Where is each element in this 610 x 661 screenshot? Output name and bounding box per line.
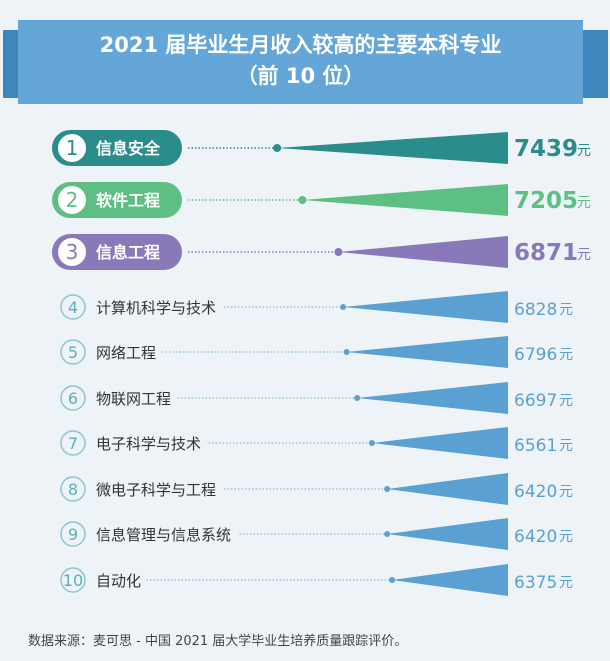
unit-label: 元 xyxy=(559,393,573,409)
unit-label: 元 xyxy=(559,529,573,545)
value-wedge xyxy=(302,184,508,216)
chart-subtitle: （前 10 位） xyxy=(236,64,365,88)
rank-circle xyxy=(60,476,86,502)
category-label: 物联网工程 xyxy=(96,390,171,408)
rank-circle xyxy=(56,184,88,216)
unit-label: 元 xyxy=(559,302,573,318)
rank-number: 1 xyxy=(66,136,79,160)
category-label: 微电子科学与工程 xyxy=(96,481,216,499)
category-label: 计算机科学与技术 xyxy=(96,299,216,317)
value-label: 6420 xyxy=(514,482,557,502)
value-label: 6420 xyxy=(514,527,557,547)
rank-circle xyxy=(60,567,86,593)
value-wedge xyxy=(338,236,508,268)
unit-label: 元 xyxy=(577,247,591,263)
category-label: 网络工程 xyxy=(96,344,156,362)
value-label: 6697 xyxy=(514,391,557,411)
value-label: 6871 xyxy=(514,240,578,266)
chart-title: 2021 届毕业生月收入较高的主要本科专业 xyxy=(99,33,502,57)
unit-label: 元 xyxy=(577,195,591,211)
value-wedge xyxy=(387,518,508,550)
rank-circle xyxy=(60,385,86,411)
rank-number: 3 xyxy=(66,240,79,264)
unit-label: 元 xyxy=(559,575,573,591)
rank-number: 2 xyxy=(66,188,79,212)
wedge-tip-dot xyxy=(368,440,375,446)
wedge-tip-dot xyxy=(340,304,347,310)
rank-number: 10 xyxy=(63,571,83,590)
value-wedge xyxy=(371,427,508,459)
rank-circle xyxy=(60,430,86,456)
category-label: 信息管理与信息系统 xyxy=(96,526,231,544)
rank-circle xyxy=(56,236,88,268)
wedge-tip-dot xyxy=(298,196,307,204)
title-banner: 2021 届毕业生月收入较高的主要本科专业 （前 10 位） xyxy=(18,20,583,104)
rank-circle xyxy=(56,132,88,164)
unit-label: 元 xyxy=(577,143,591,159)
source-note: 数据来源：麦可思 - 中国 2021 届大学毕业生培养质量跟踪评价。 xyxy=(28,634,408,649)
value-wedge xyxy=(343,291,508,323)
rank-number: 9 xyxy=(68,525,78,544)
value-wedge xyxy=(277,132,508,164)
wedge-tip-dot xyxy=(334,248,343,256)
category-label: 信息安全 xyxy=(96,139,161,158)
value-label: 6796 xyxy=(514,345,557,365)
value-label: 7205 xyxy=(514,188,578,214)
unit-label: 元 xyxy=(559,438,573,454)
value-wedge xyxy=(387,473,508,505)
unit-label: 元 xyxy=(559,347,573,363)
value-wedge xyxy=(392,564,508,596)
rank-circle xyxy=(60,294,86,320)
value-wedge xyxy=(357,382,508,414)
category-label: 自动化 xyxy=(96,572,141,590)
wedge-tip-dot xyxy=(384,486,391,492)
rank-number: 7 xyxy=(68,434,78,453)
wedge-tip-dot xyxy=(354,395,361,401)
category-label: 电子科学与技术 xyxy=(96,435,201,453)
wedge-tip-dot xyxy=(273,144,282,152)
unit-label: 元 xyxy=(559,484,573,500)
wedge-tip-dot xyxy=(389,577,395,583)
value-label: 6561 xyxy=(514,436,557,456)
wedge-tip-dot xyxy=(343,349,350,355)
rank-circle xyxy=(60,339,86,365)
value-wedge xyxy=(346,336,508,368)
category-label: 软件工程 xyxy=(96,191,160,210)
value-label: 6375 xyxy=(514,573,557,593)
value-label: 6828 xyxy=(514,300,557,320)
value-label: 7439 xyxy=(514,136,578,162)
rank-circle xyxy=(60,521,86,547)
rank-number: 6 xyxy=(68,389,78,408)
rank-number: 5 xyxy=(68,343,78,362)
rank-number: 8 xyxy=(68,480,78,499)
wedge-tip-dot xyxy=(384,531,391,537)
rank-number: 4 xyxy=(68,298,78,317)
category-label: 信息工程 xyxy=(96,243,160,262)
